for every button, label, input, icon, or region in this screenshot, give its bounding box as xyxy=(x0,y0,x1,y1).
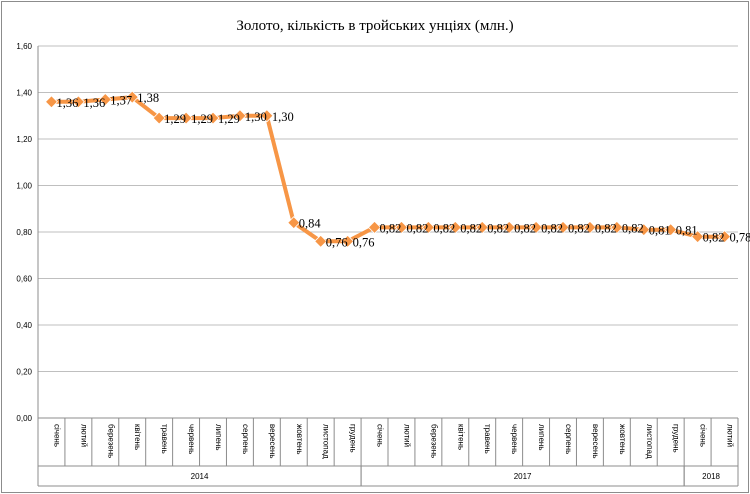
x-tick-label: жовтень xyxy=(618,424,627,454)
data-label: 0,76 xyxy=(353,235,375,249)
data-point xyxy=(394,220,409,234)
y-tick-label: 0,60 xyxy=(16,275,32,284)
x-tick-label: січень xyxy=(376,424,385,447)
y-tick-label: 1,00 xyxy=(16,182,32,191)
data-point xyxy=(529,220,543,234)
data-point xyxy=(691,230,705,244)
x-tick-label: червень xyxy=(510,424,519,454)
x-tick-label: вересень xyxy=(591,424,600,459)
x-tick-label: травень xyxy=(483,424,492,454)
data-point xyxy=(314,234,328,248)
data-label: 0,82 xyxy=(514,221,536,235)
x-tick-label: квітень xyxy=(456,424,465,450)
x-tick-label: жовтень xyxy=(295,424,304,454)
year-label: 2018 xyxy=(702,472,720,481)
data-labels: 1,36 1,36 1,37 1,38 1,29 1,29 1,29 1,30 1,30 0,84… xyxy=(56,91,750,249)
x-tick-label: листопад xyxy=(322,424,331,459)
data-points xyxy=(44,90,732,248)
data-point xyxy=(475,220,489,234)
x-axis: січень лютий березень квітень травень червень… xyxy=(37,417,739,487)
x-tick-label: грудень xyxy=(349,424,358,453)
data-point xyxy=(44,95,59,109)
x-tick-label: лютий xyxy=(79,424,88,447)
data-label: 1,36 xyxy=(56,96,78,110)
data-label: 0,82 xyxy=(622,221,644,235)
data-label: 1,36 xyxy=(83,96,105,110)
x-tick-label: грудень xyxy=(672,424,681,453)
series-polyline xyxy=(51,95,725,244)
data-label: 0,82 xyxy=(406,221,428,235)
data-point xyxy=(502,220,516,234)
y-tick-label: 0,20 xyxy=(16,368,32,377)
y-tick-label: 0,80 xyxy=(16,228,32,237)
data-point xyxy=(637,223,651,237)
data-label: 0,82 xyxy=(541,221,563,235)
data-label: 1,37 xyxy=(110,93,132,107)
data-point xyxy=(233,109,247,123)
x-tick-label: листопад xyxy=(645,424,654,459)
data-label: 1,29 xyxy=(191,112,213,126)
data-point xyxy=(367,220,382,234)
data-point xyxy=(179,111,193,125)
data-label: 0,81 xyxy=(649,224,671,238)
y-tick-label: 1,60 xyxy=(16,42,32,51)
series-line xyxy=(51,95,725,244)
data-point xyxy=(717,230,732,244)
x-tick-label: липень xyxy=(537,424,546,451)
x-tick-label: лютий xyxy=(726,424,735,447)
data-point xyxy=(341,234,355,248)
data-label: 0,76 xyxy=(326,235,348,249)
x-tick-label: серпень xyxy=(564,424,573,454)
data-label: 0,81 xyxy=(676,224,698,238)
data-label: 1,30 xyxy=(272,110,294,124)
x-tick-label: червень xyxy=(187,424,196,454)
x-tick-label: лютий xyxy=(402,424,411,447)
data-label: 0,82 xyxy=(433,221,455,235)
data-point xyxy=(664,223,678,237)
data-point xyxy=(448,220,462,234)
data-point xyxy=(71,95,85,109)
chart-title: Золото, кількість в тройських унціях (мл… xyxy=(236,18,513,34)
data-point xyxy=(206,111,220,125)
data-label: 1,29 xyxy=(218,112,240,126)
x-tick-label: січень xyxy=(52,424,61,447)
y-tick-label: 0,00 xyxy=(16,414,32,423)
data-label: 0,82 xyxy=(487,221,509,235)
data-label: 0,82 xyxy=(703,231,725,245)
data-label: 0,82 xyxy=(380,221,402,235)
data-label: 0,82 xyxy=(460,221,482,235)
data-point xyxy=(610,220,624,234)
year-label: 2017 xyxy=(514,472,532,481)
data-label: 0,84 xyxy=(299,217,322,231)
y-tick-label: 1,40 xyxy=(16,89,32,98)
data-label: 1,29 xyxy=(164,112,186,126)
data-point xyxy=(98,92,112,107)
y-tick-label: 1,20 xyxy=(16,135,32,144)
data-point xyxy=(152,111,166,125)
data-label: 1,38 xyxy=(137,91,159,105)
data-point xyxy=(125,90,139,104)
data-point xyxy=(287,216,301,230)
x-tick-label: вересень xyxy=(268,424,277,459)
data-point xyxy=(421,220,435,234)
data-label: 0,82 xyxy=(568,221,590,235)
x-tick-label: серпень xyxy=(241,424,250,454)
data-label: 0,82 xyxy=(595,221,617,235)
data-point xyxy=(583,220,597,234)
x-tick-label: квітень xyxy=(133,424,142,450)
x-tick-label: липень xyxy=(214,424,223,451)
x-tick-label: травень xyxy=(160,424,169,454)
year-label: 2014 xyxy=(191,472,209,481)
data-point xyxy=(260,109,274,123)
data-point xyxy=(556,220,570,234)
x-tick-label: березень xyxy=(429,424,438,458)
data-label: 1,30 xyxy=(245,110,267,124)
x-tick-label: березень xyxy=(106,424,115,458)
x-tick-label: січень xyxy=(699,424,708,447)
y-axis: 0,00 0,20 0,40 0,60 0,80 1,00 1,20 1,40 1,60 xyxy=(16,42,39,423)
y-tick-label: 0,40 xyxy=(16,321,32,330)
data-label: 0,78 xyxy=(730,231,750,245)
